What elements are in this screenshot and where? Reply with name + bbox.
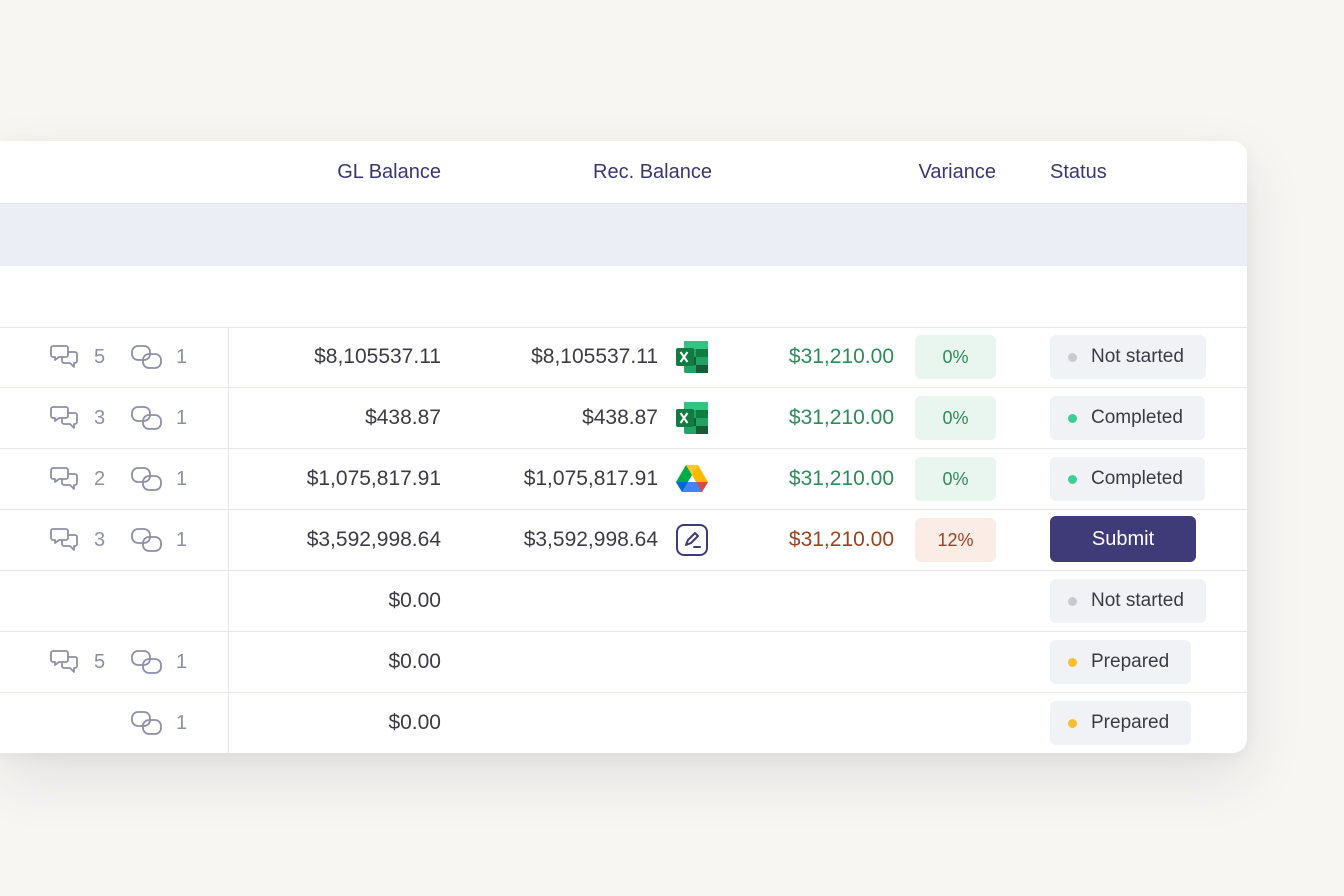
gl-balance-value: $0.00 — [388, 711, 441, 734]
comments-count-value: 3 — [94, 528, 106, 551]
comments-icon — [50, 525, 80, 555]
link-icon — [130, 464, 164, 494]
column-header-rec-balance[interactable]: Rec. Balance — [593, 161, 712, 183]
status-badge[interactable]: Not started — [1050, 335, 1206, 379]
status-label: Completed — [1091, 407, 1183, 428]
column-divider — [228, 693, 229, 753]
comments-count[interactable]: 5 — [50, 632, 105, 692]
rec-balance-value: $8,105537.11 — [531, 345, 658, 368]
column-divider — [228, 327, 229, 387]
table-row[interactable]: 1 $0.00 Prepared — [0, 693, 1247, 753]
table-row[interactable]: 3 1 $438.87 $438.87 $31,210.00 0% Completed — [0, 388, 1247, 449]
column-divider — [228, 510, 229, 570]
rec-balance-value: $1,075,817.91 — [523, 467, 658, 490]
comments-icon — [50, 403, 80, 433]
status-dot-icon — [1068, 657, 1077, 667]
comments-icon — [50, 464, 80, 494]
status-dot-icon — [1068, 413, 1077, 423]
linked-items-count-value: 1 — [176, 528, 188, 551]
excel-icon[interactable] — [674, 339, 710, 375]
excel-icon[interactable] — [674, 400, 710, 436]
group-header-band — [0, 204, 1247, 266]
link-icon — [130, 525, 164, 555]
table-row[interactable]: $0.00 Not started — [0, 571, 1247, 632]
variance-percent-badge: 0% — [915, 335, 996, 379]
comments-count[interactable]: 5 — [50, 327, 105, 387]
link-icon — [130, 403, 164, 433]
table-header: GL Balance Rec. Balance Variance Status — [0, 141, 1247, 204]
status-label: Not started — [1091, 590, 1184, 611]
link-icon — [130, 708, 164, 738]
rec-balance-value: $438.87 — [582, 406, 658, 429]
variance-percent-badge: 12% — [915, 518, 996, 562]
comments-icon — [50, 647, 80, 677]
column-header-status[interactable]: Status — [1050, 161, 1107, 183]
linked-items-count-value: 1 — [176, 650, 188, 673]
comments-icon — [50, 342, 80, 372]
comments-count-value: 5 — [94, 650, 106, 673]
status-dot-icon — [1068, 474, 1077, 484]
section-spacer — [0, 266, 1247, 328]
table-row[interactable]: 3 1 $3,592,998.64 $3,592,998.64 $31,210.00 12… — [0, 510, 1247, 571]
column-divider — [228, 388, 229, 448]
signature-icon[interactable] — [674, 522, 710, 558]
link-icon — [130, 647, 164, 677]
rec-balance-value: $3,592,998.64 — [523, 528, 658, 551]
status-badge[interactable]: Completed — [1050, 457, 1205, 501]
comments-count[interactable]: 3 — [50, 388, 105, 448]
status-badge[interactable]: Not started — [1050, 579, 1206, 623]
comments-count[interactable]: 3 — [50, 510, 105, 570]
table-row[interactable]: 5 1 $0.00 Prepared — [0, 632, 1247, 693]
comments-count[interactable]: 2 — [50, 449, 105, 509]
linked-items-count[interactable]: 1 — [130, 632, 187, 692]
status-badge[interactable]: Prepared — [1050, 640, 1192, 684]
gl-balance-value: $8,105537.11 — [314, 345, 441, 368]
column-divider — [228, 449, 229, 509]
reconciliation-table: GL Balance Rec. Balance Variance Status … — [0, 141, 1247, 753]
column-header-gl-balance[interactable]: GL Balance — [337, 161, 441, 183]
linked-items-count-value: 1 — [176, 467, 188, 490]
gl-balance-value: $3,592,998.64 — [306, 528, 441, 551]
comments-count-value: 5 — [94, 345, 106, 368]
status-label: Not started — [1091, 346, 1184, 367]
linked-items-count-value: 1 — [176, 345, 188, 368]
status-label: Completed — [1091, 468, 1183, 489]
linked-items-count[interactable]: 1 — [130, 449, 187, 509]
gl-balance-value: $438.87 — [365, 406, 441, 429]
comments-count-value: 2 — [94, 467, 106, 490]
gl-balance-value: $0.00 — [388, 650, 441, 673]
gl-balance-value: $0.00 — [388, 589, 441, 612]
submit-button[interactable]: Submit — [1050, 516, 1196, 562]
column-divider — [228, 632, 229, 692]
linked-items-count[interactable]: 1 — [130, 327, 187, 387]
column-header-variance[interactable]: Variance — [918, 161, 996, 183]
comments-count-value: 3 — [94, 406, 106, 429]
status-dot-icon — [1068, 596, 1077, 606]
status-dot-icon — [1068, 352, 1077, 362]
status-badge[interactable]: Completed — [1050, 396, 1205, 440]
variance-value: $31,210.00 — [788, 467, 894, 490]
table-row[interactable]: 2 1 $1,075,817.91 $1,075,817.91 $31,210.00 0%… — [0, 449, 1247, 510]
google-drive-icon[interactable] — [674, 461, 710, 497]
link-icon — [130, 342, 164, 372]
linked-items-count-value: 1 — [176, 711, 188, 734]
status-badge[interactable]: Prepared — [1050, 701, 1192, 745]
linked-items-count[interactable]: 1 — [130, 388, 187, 448]
linked-items-count-value: 1 — [176, 406, 188, 429]
variance-value: $31,210.00 — [788, 345, 894, 368]
table-row[interactable]: 5 1 $8,105537.11 $8,105537.11 $31,210.00 0% No… — [0, 327, 1247, 388]
variance-value: $31,210.00 — [788, 406, 894, 429]
status-label: Prepared — [1091, 712, 1170, 733]
status-label: Prepared — [1091, 651, 1170, 672]
column-divider — [228, 571, 229, 631]
variance-percent-badge: 0% — [915, 396, 996, 440]
variance-percent-badge: 0% — [915, 457, 996, 501]
linked-items-count[interactable]: 1 — [130, 693, 187, 753]
variance-value: $31,210.00 — [788, 528, 894, 551]
linked-items-count[interactable]: 1 — [130, 510, 187, 570]
status-dot-icon — [1068, 718, 1077, 728]
gl-balance-value: $1,075,817.91 — [306, 467, 441, 490]
